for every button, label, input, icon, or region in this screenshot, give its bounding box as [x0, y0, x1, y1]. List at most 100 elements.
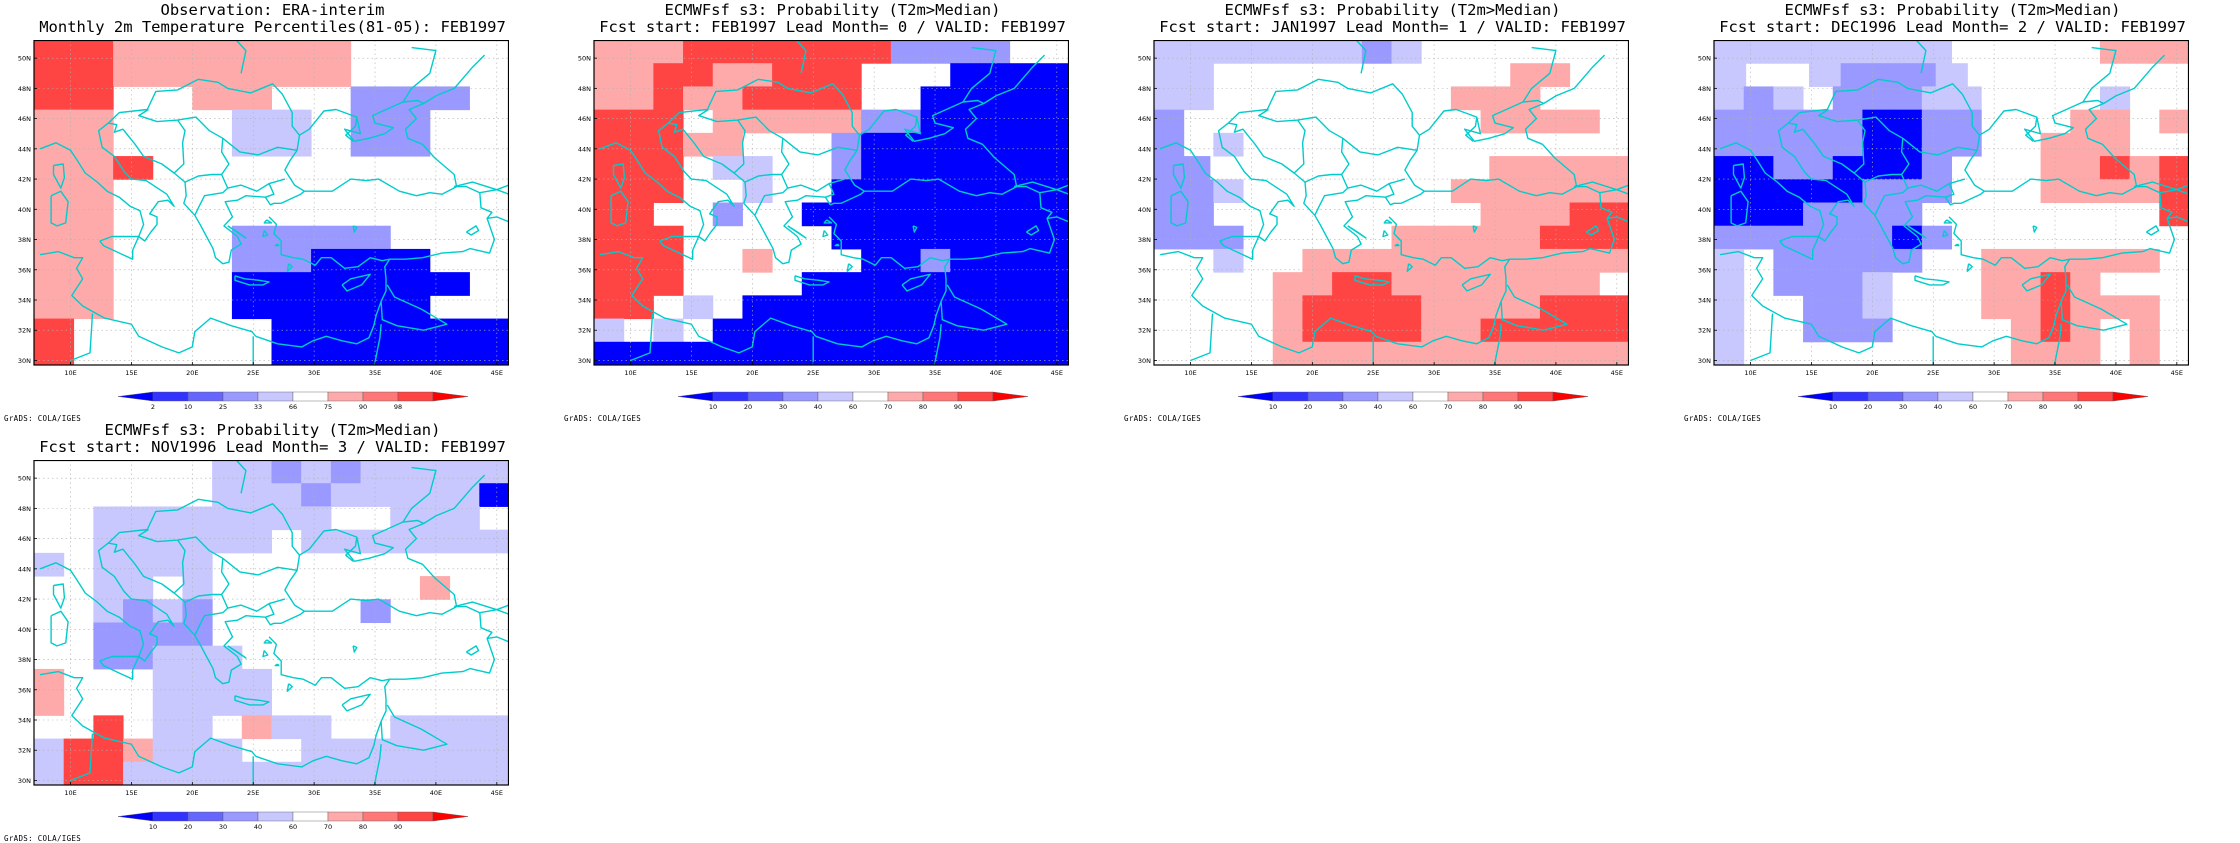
grid-cell [449, 483, 480, 507]
lat-tick-label: 44N [578, 145, 591, 153]
colorbar-swatch [782, 391, 819, 402]
grid-cell [390, 341, 431, 366]
grid-cell [712, 132, 743, 157]
colorbar-swatch [362, 391, 399, 402]
grid-cell [683, 40, 714, 64]
grid-cell [831, 63, 862, 87]
grid-cell [979, 225, 1011, 250]
grid-cell [772, 40, 803, 64]
coastline-path [1385, 183, 1395, 198]
lon-tick-label: 35E [2049, 369, 2061, 377]
grid-cell [1773, 40, 1804, 64]
grid-cell [1545, 156, 1574, 180]
map-panel: ECMWFsf s3: Probability (T2m>Median) Fcst… [560, 0, 1105, 423]
grid-cell [1743, 225, 1774, 250]
grid-cell [241, 483, 272, 507]
lat-tick-label: 40N [1698, 206, 1711, 214]
coastline-path [1172, 163, 1186, 189]
probability-grid [1154, 40, 1629, 366]
colorbar-label: 40 [1374, 403, 1382, 411]
grid-cell [1714, 318, 1745, 343]
grid-cell [311, 40, 352, 64]
grid-cell [152, 645, 183, 670]
probability-map: 30N 32N 34N 36N 38N 40N 42N 44N 46N 48N 50N 10E 15E 2… [1698, 40, 2189, 377]
grid-cell [123, 599, 154, 623]
grid-cell [1743, 202, 1774, 227]
colorbar-label: 90 [359, 403, 367, 411]
grid-cell [1421, 318, 1452, 343]
grid-cell [2159, 202, 2189, 227]
grid-cell [182, 599, 213, 623]
grid-cell [831, 225, 862, 250]
grid-cell [1803, 179, 1834, 203]
grid-cell [1935, 63, 1968, 87]
colorbar-label: 20 [1864, 403, 1872, 411]
grid-cell [1803, 272, 1834, 296]
grid-cell [1213, 132, 1244, 157]
grid-cell [1154, 109, 1185, 134]
lat-tick-label: 38N [578, 236, 591, 244]
lat-tick-label: 32N [1138, 327, 1151, 335]
grid-cell [890, 156, 922, 180]
grid-cell [1714, 225, 1745, 250]
grid-cell [1181, 156, 1211, 180]
grid-cell [1743, 179, 1774, 203]
coastline-path [263, 219, 273, 224]
grid-cell [1832, 202, 1863, 227]
coastline-path [610, 190, 629, 227]
lat-tick-label: 30N [18, 357, 31, 365]
coastline-path [1787, 78, 1981, 136]
coastline-path [345, 117, 358, 142]
grid-cell [271, 483, 302, 507]
grid-cell [271, 715, 302, 740]
grid-cell [311, 248, 352, 273]
lat-tick-label: 42N [18, 176, 31, 184]
grid-cell [861, 156, 892, 180]
grid-cell [1154, 179, 1185, 203]
grads-credit: GrADS: COLA/IGES [4, 414, 82, 423]
coastline-path [2082, 46, 2117, 103]
coastline-path [1026, 225, 1040, 236]
coastline-path [787, 178, 846, 192]
grid-cell [311, 225, 352, 250]
coastline-path [2159, 188, 2189, 223]
coastline-path [2032, 225, 2038, 233]
grid-cell [1862, 109, 1893, 134]
grid-cell [920, 225, 951, 250]
lat-tick-label: 40N [578, 206, 591, 214]
coastline-path [107, 498, 301, 556]
grid-cell [920, 248, 951, 273]
grid-cell [311, 63, 352, 87]
coastline-path [1586, 225, 1600, 236]
lat-tick-label: 36N [18, 686, 31, 694]
coastline-path [39, 122, 175, 242]
grid-cell [1832, 86, 1863, 111]
lon-tick-label: 20E [186, 789, 198, 797]
grid-cell [1332, 318, 1363, 343]
coastline-path [227, 598, 286, 612]
grid-cell [1510, 63, 1541, 87]
colorbar-label: 20 [1304, 403, 1312, 411]
coastline-path [454, 601, 509, 611]
grid-cell [1039, 132, 1069, 157]
grid-cell [712, 86, 743, 111]
grid-cell [1892, 225, 1923, 250]
grid-cell [34, 295, 75, 320]
grid-cell [1951, 132, 1982, 157]
grid-cell [350, 318, 391, 343]
grid-cell [712, 341, 743, 366]
colorbar-swatch [1937, 391, 1974, 402]
grid-cell [2159, 156, 2189, 180]
coastline-path [1228, 99, 1578, 265]
grid-cell [1302, 248, 1333, 273]
grid-cell [271, 63, 312, 87]
grid-cell [1599, 295, 1629, 320]
grid-cell [861, 341, 892, 366]
grid-cell [653, 341, 684, 366]
grid-cell [1009, 63, 1040, 87]
grid-cell [1039, 63, 1069, 87]
grid-cell [182, 738, 213, 763]
coastline-path [1382, 230, 1389, 238]
grid-cell [231, 63, 272, 87]
coastline-path [227, 645, 247, 659]
